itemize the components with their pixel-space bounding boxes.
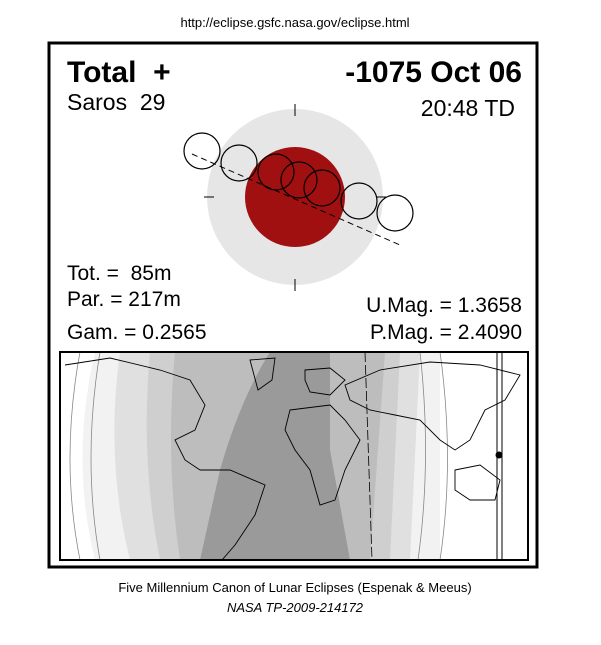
coastlines (64, 357, 521, 560)
eclipse-type: Total + (67, 56, 171, 89)
moon (183, 132, 221, 170)
umbral-magnitude: U.Mag. = 1.3658 (366, 294, 522, 317)
total-zone (200, 352, 350, 560)
greatest-eclipse (495, 451, 503, 459)
total-duration: Tot. = 85m (67, 262, 171, 285)
reference: NASA TP-2009-214172 (227, 600, 364, 615)
map-frame (59, 351, 529, 561)
moon (280, 161, 318, 199)
moon (257, 153, 295, 191)
eclipse-date: -1075 Oct 06 (345, 56, 522, 89)
url: http://eclipse.gsfc.nasa.gov/eclipse.htm… (180, 15, 409, 30)
moon (340, 182, 378, 220)
saros: Saros 29 (67, 89, 165, 115)
canon-title: Five Millennium Canon of Lunar Eclipses … (118, 580, 471, 595)
visibility-map (59, 351, 529, 561)
moon (376, 194, 414, 232)
moon-path (191, 153, 401, 246)
time: 20:48 TD (421, 95, 515, 121)
gamma: Gam. = 0.2565 (67, 321, 207, 344)
moon (220, 144, 258, 182)
eclipse-geometry (183, 104, 414, 291)
penumbral-magnitude: P.Mag. = 2.4090 (370, 321, 522, 344)
moon (303, 169, 341, 207)
moon-positions (183, 132, 414, 232)
partial-duration: Par. = 217m (67, 288, 181, 311)
frame (47, 41, 539, 569)
contours (69, 352, 448, 560)
